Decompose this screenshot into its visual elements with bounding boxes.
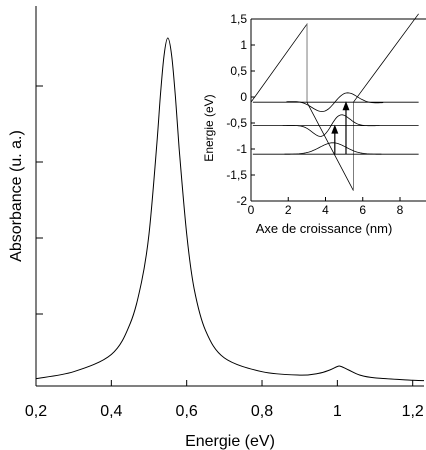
inset-x-tick-label: 4 bbox=[322, 203, 329, 217]
inset-band-diagram bbox=[250, 13, 419, 191]
inset-background bbox=[251, 19, 426, 201]
inset-x-tick-label: 6 bbox=[359, 203, 366, 217]
main-x-tick-label: 0,4 bbox=[100, 403, 122, 420]
inset-y-tick-label: -2 bbox=[236, 194, 247, 208]
inset-y-tick-label: -0,5 bbox=[226, 116, 247, 130]
inset-y-tick-label: 1 bbox=[240, 38, 247, 52]
inset-x-ticks: 0 2 4 6 8 bbox=[248, 197, 404, 217]
arrow-head bbox=[331, 124, 339, 134]
inset-y-tick-label: 1,5 bbox=[230, 12, 247, 26]
arrow-head bbox=[342, 101, 350, 111]
inset-x-tick-label: 2 bbox=[285, 203, 292, 217]
main-x-ticks: 0,2 0,4 0,6 0,8 1 1,2 bbox=[25, 380, 424, 420]
inset-y-ticks: -2 -1,5 -1 -0,5 0 0,5 1 1,5 bbox=[226, 12, 255, 208]
inset-y-axis-label: Energie (eV) bbox=[202, 94, 216, 161]
inset-y-tick-label: 0 bbox=[240, 90, 247, 104]
main-y-ticks bbox=[36, 85, 43, 315]
inset-x-axis-label: Axe de croissance (nm) bbox=[256, 221, 393, 236]
wavefunction-excited bbox=[282, 114, 380, 137]
inset-y-tick-label: -1 bbox=[236, 142, 247, 156]
main-x-axis-label: Energie (eV) bbox=[185, 433, 275, 450]
potential-profile bbox=[250, 13, 419, 191]
main-y-axis-label: Absorbance (u. a.) bbox=[8, 130, 25, 262]
main-x-tick-label: 0,2 bbox=[25, 403, 47, 420]
absorbance-curve bbox=[35, 37, 425, 382]
inset-x-tick-label: 8 bbox=[397, 203, 404, 217]
main-x-tick-label: 1,2 bbox=[402, 403, 424, 420]
main-x-tick-label: 0,8 bbox=[251, 403, 273, 420]
inset-x-tick-label: 0 bbox=[248, 203, 255, 217]
inset-y-tick-label: 0,5 bbox=[230, 64, 247, 78]
main-x-tick-label: 0,6 bbox=[176, 403, 198, 420]
inset-chart: 0 2 4 6 8 -2 -1,5 -1 -0,5 0 0,5 1 1,5 Axe de croiss… bbox=[202, 12, 426, 236]
wavefunction-ground bbox=[284, 142, 382, 155]
wavefunction-top bbox=[286, 92, 384, 113]
inset-y-tick-label: -1,5 bbox=[226, 168, 247, 182]
main-x-tick-label: 1 bbox=[333, 403, 342, 420]
